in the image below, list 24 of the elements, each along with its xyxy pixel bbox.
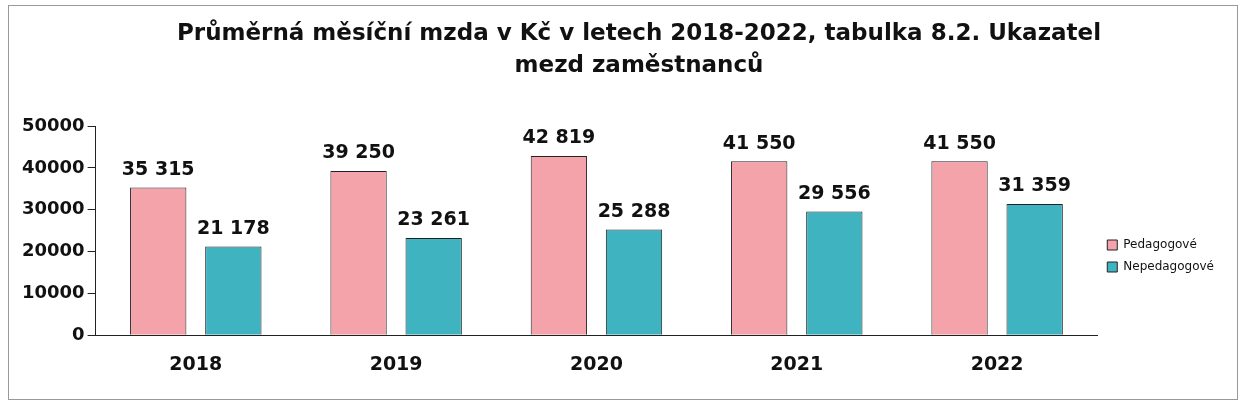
data-label: 23 261 <box>397 207 471 230</box>
data-label: 31 359 <box>998 173 1072 196</box>
data-label: 35 315 <box>121 156 195 179</box>
data-label: 25 288 <box>597 198 671 221</box>
x-tick-label: 2019 <box>369 351 423 374</box>
data-label: 39 250 <box>322 140 395 163</box>
y-tick-label: 0 <box>72 322 85 344</box>
legend-label: Pedagogové <box>1123 237 1197 252</box>
y-tick-label: 20000 <box>22 239 85 261</box>
x-tick-label: 2020 <box>570 351 623 374</box>
chart-title: Průměrná měsíční mzda v Kč v letech 2018-2022, tabulka 8.2. Ukazatel mezd zaměstnanců <box>175 18 1103 79</box>
x-tick-label: 2022 <box>970 351 1024 374</box>
data-label: 41 550 <box>923 130 996 153</box>
data-label: 21 178 <box>196 216 270 239</box>
y-tick-label: 50000 <box>22 113 85 135</box>
data-label: 41 550 <box>722 130 796 153</box>
data-label: 42 819 <box>522 125 596 148</box>
data-label: 29 556 <box>797 180 871 203</box>
x-tick-label: 2018 <box>169 351 223 374</box>
y-tick-label: 10000 <box>22 281 85 303</box>
x-tick-label: 2021 <box>770 351 824 374</box>
legend-label: Nepedagogové <box>1123 259 1214 274</box>
y-tick-label: 30000 <box>22 197 85 219</box>
y-tick-label: 40000 <box>22 155 85 177</box>
